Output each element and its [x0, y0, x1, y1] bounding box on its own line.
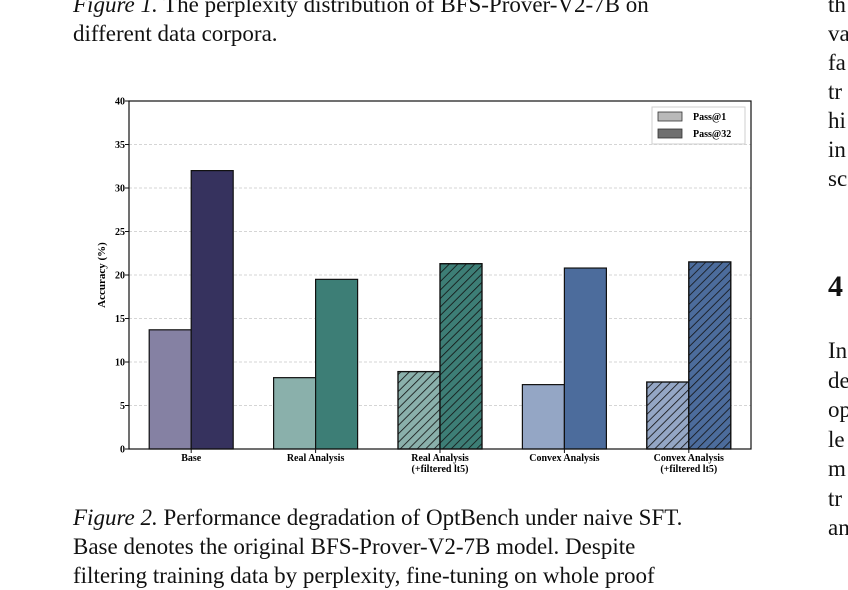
right-column-line: hi [828, 108, 846, 133]
y-tick-label: 25 [115, 227, 125, 238]
right-column-line: tr [828, 79, 843, 104]
figure-1-caption-line2: different data corpora. [73, 21, 278, 46]
y-tick-label: 5 [120, 401, 125, 412]
y-axis-label: Accuracy (%) [96, 242, 108, 308]
bar-pass32 [315, 278, 359, 450]
figure-2-caption-line1: Performance degradation of OptBench unde… [163, 505, 683, 530]
right-column-line: fa [828, 50, 846, 75]
x-tick-label: Base [181, 453, 202, 464]
bar-pass32 [190, 170, 234, 450]
bars [148, 170, 732, 450]
legend-swatch-pass1 [657, 111, 683, 122]
bar-hatch [397, 370, 441, 450]
bar-pass1 [521, 384, 566, 450]
figure-1-caption: Figure 1. The perplexity distribution of… [73, 0, 777, 48]
legend-swatch-pass32 [657, 128, 683, 139]
y-tick-label: 30 [115, 184, 125, 195]
right-column-line: de [828, 367, 848, 393]
figure-1-caption-line1: The perplexity distribution of BFS-Prove… [163, 0, 649, 17]
figure-2-caption-line3: filtering training data by perplexity, f… [73, 563, 655, 588]
y-axis: 0 5 10 15 20 25 30 35 40 [115, 97, 129, 456]
y-tick-label: 40 [115, 97, 125, 108]
x-tick-label: (+filtered lt5) [660, 464, 717, 475]
figure-2-caption-line2: Base denotes the original BFS-Prover-V2-… [73, 534, 636, 559]
right-column-line: va [828, 21, 848, 46]
y-tick-label: 0 [120, 445, 125, 456]
right-column-line: In [828, 338, 848, 363]
figure-1-label: Figure 1. [73, 0, 158, 17]
section-heading-number: 4 [828, 270, 843, 303]
bar-hatch [439, 263, 483, 450]
bar-pass1 [148, 329, 192, 450]
x-tick-label: (+filtered lt5) [412, 464, 469, 475]
bar-hatch [688, 261, 732, 450]
legend: Pass@1 Pass@32 [651, 106, 746, 145]
y-tick-label: 35 [115, 140, 125, 151]
right-column-line: sc [828, 166, 848, 191]
right-column-line: op [828, 397, 848, 422]
bar-pass1 [273, 377, 317, 450]
bar-hatch [646, 381, 690, 450]
right-column-top-text: th va fa tr hi in sc [828, 0, 848, 193]
x-tick-label: Real Analysis [287, 453, 345, 464]
right-column-line: in [828, 137, 846, 162]
y-tick-label: 10 [115, 358, 125, 369]
legend-label-pass32: Pass@32 [693, 129, 731, 140]
x-tick-label: Convex Analysis [654, 453, 724, 464]
bar-pass32 [563, 267, 608, 450]
y-tick-label: 20 [115, 271, 125, 282]
x-tick-label: Convex Analysis [529, 453, 599, 464]
y-tick-label: 15 [115, 314, 125, 325]
right-column-line: m [828, 456, 846, 481]
right-column-line: th [828, 0, 846, 17]
right-column-line: an [828, 515, 848, 540]
right-column-line: le [828, 426, 845, 452]
x-tick-label: Real Analysis [411, 453, 469, 464]
figure-2-caption: Figure 2. Performance degradation of Opt… [73, 503, 783, 590]
legend-label-pass1: Pass@1 [693, 112, 726, 123]
right-column-line: tr [828, 485, 843, 511]
right-column-bottom-text: In de op le m tr an [828, 336, 848, 543]
x-axis: Base Real Analysis Real Analysis(+filtered… [181, 449, 724, 475]
figure-2-label: Figure 2. [73, 505, 158, 530]
bar-chart: 0 5 10 15 20 25 30 35 40 Base Real Analysis Real A… [96, 97, 752, 475]
